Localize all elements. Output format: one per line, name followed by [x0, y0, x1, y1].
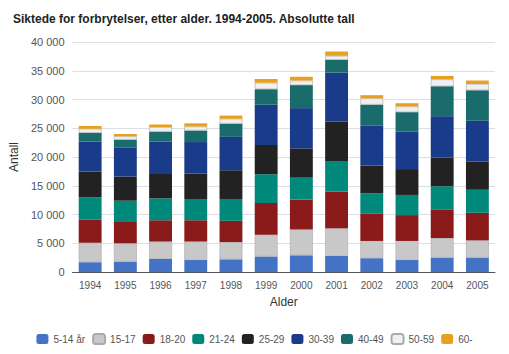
svg-text:50-59: 50-59 [409, 334, 435, 345]
svg-text:18-20: 18-20 [160, 334, 186, 345]
svg-text:2002: 2002 [361, 280, 384, 291]
svg-text:15 000: 15 000 [31, 180, 65, 192]
svg-text:1997: 1997 [185, 280, 208, 291]
svg-text:40 000: 40 000 [31, 36, 65, 48]
svg-text:Alder: Alder [270, 295, 298, 309]
svg-text:25-29: 25-29 [259, 334, 285, 345]
svg-text:5 000: 5 000 [37, 237, 65, 249]
svg-text:25 000: 25 000 [31, 122, 65, 134]
svg-text:60-: 60- [458, 334, 472, 345]
svg-text:20 000: 20 000 [31, 151, 65, 163]
svg-text:0: 0 [58, 266, 64, 278]
svg-text:2001: 2001 [325, 280, 348, 291]
svg-text:1995: 1995 [114, 280, 137, 291]
svg-text:5-14 år: 5-14 år [53, 334, 85, 345]
svg-text:2003: 2003 [396, 280, 419, 291]
svg-text:Siktede for forbrytelser, ette: Siktede for forbrytelser, etter alder. 1… [13, 12, 355, 26]
svg-text:1996: 1996 [149, 280, 172, 291]
svg-text:2004: 2004 [431, 280, 454, 291]
svg-text:10 000: 10 000 [31, 209, 65, 221]
svg-text:1999: 1999 [255, 280, 278, 291]
svg-text:40-49: 40-49 [358, 334, 384, 345]
svg-text:1994: 1994 [79, 280, 102, 291]
svg-text:21-24: 21-24 [209, 334, 235, 345]
svg-text:30-39: 30-39 [308, 334, 334, 345]
svg-text:30 000: 30 000 [31, 94, 65, 106]
svg-text:1998: 1998 [220, 280, 243, 291]
svg-text:15-17: 15-17 [110, 334, 136, 345]
svg-text:Antall: Antall [7, 142, 21, 172]
svg-text:35 000: 35 000 [31, 65, 65, 77]
svg-text:2000: 2000 [290, 280, 313, 291]
svg-text:2005: 2005 [466, 280, 489, 291]
